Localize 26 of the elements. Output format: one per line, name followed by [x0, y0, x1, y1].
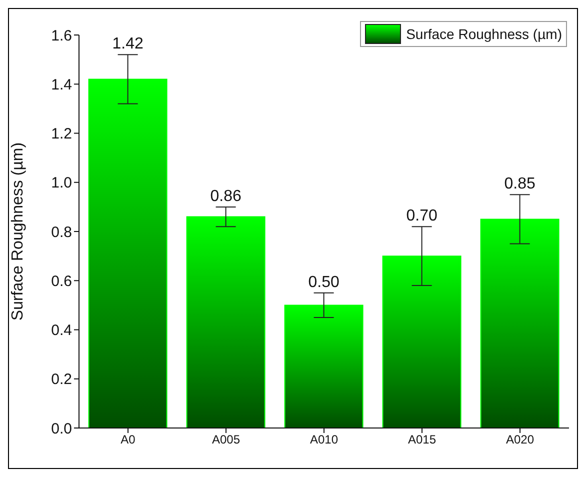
- legend-label: Surface Roughness (µm): [406, 26, 562, 42]
- bar: [382, 256, 462, 428]
- y-tick-label: 1.2: [51, 126, 72, 143]
- y-tick-label: 0.0: [51, 420, 72, 438]
- y-tick-label: 0.8: [51, 224, 72, 241]
- data-label: 1.42: [112, 36, 144, 53]
- y-axis-title: Surface Roughness (µm): [10, 142, 27, 321]
- y-tick-label: 1.0: [51, 174, 72, 192]
- y-tick-label: 0.6: [51, 272, 72, 290]
- bar: [480, 218, 560, 428]
- y-tick-label: 0.4: [51, 322, 72, 340]
- bar: [186, 216, 266, 428]
- y-tick-label: 1.4: [51, 76, 72, 94]
- x-tick-label: A005: [212, 432, 240, 447]
- data-label: 0.70: [406, 208, 438, 225]
- x-tick-label: A0: [120, 432, 136, 447]
- data-label: 0.85: [504, 176, 536, 193]
- x-tick-label: A010: [310, 432, 338, 447]
- bar: [88, 78, 168, 428]
- data-label: 0.50: [308, 274, 340, 291]
- x-tick-label: A015: [408, 432, 436, 447]
- y-tick-label: 1.6: [51, 27, 72, 44]
- x-tick-label: A020: [506, 432, 534, 447]
- y-tick-label: 0.2: [51, 371, 72, 388]
- bar: [284, 304, 364, 428]
- data-label: 0.86: [210, 188, 242, 205]
